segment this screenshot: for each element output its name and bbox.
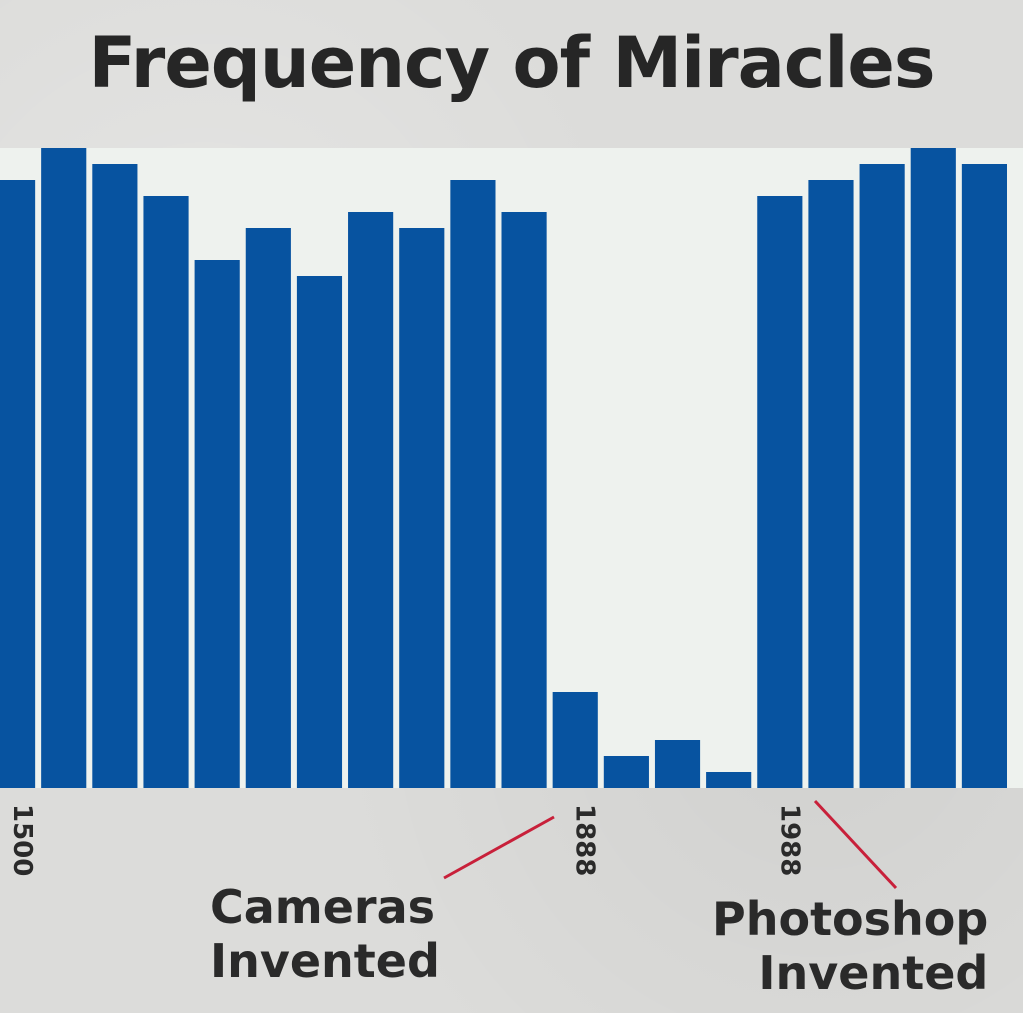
bar-2 [92, 164, 138, 788]
bar-8 [399, 228, 445, 788]
bar-3 [143, 196, 189, 788]
bar-16 [808, 180, 854, 788]
tick-label-1888: 1888 [570, 804, 600, 876]
chart-title: Frequency of Miracles [88, 22, 935, 104]
tick-labels-group: 1500 1888 1988 [7, 804, 804, 876]
bar-9 [450, 180, 496, 788]
bar-1 [41, 148, 87, 788]
bar-5 [245, 228, 291, 788]
annotation-line-photoshop [813, 799, 898, 890]
bar-0 [0, 180, 36, 788]
bar-4 [194, 260, 240, 788]
bar-14 [706, 772, 752, 788]
annotation-lines-group [443, 799, 898, 890]
bar-19 [961, 164, 1007, 788]
bar-17 [859, 164, 905, 788]
bar-6 [296, 276, 343, 788]
annotation-cameras-invented: Cameras Invented [210, 880, 440, 988]
annotation-line-cameras [443, 815, 555, 880]
bar-18 [910, 148, 956, 788]
annotation-cameras-line-1: Cameras [210, 880, 436, 934]
annotation-photoshop-invented: Photoshop Invented [712, 892, 988, 1000]
annotation-photoshop-line-2: Invented [758, 946, 989, 1000]
bar-15 [757, 196, 803, 788]
annotation-photoshop-line-1: Photoshop [712, 892, 989, 946]
tick-label-1500: 1500 [7, 804, 37, 876]
tick-label-1988: 1988 [774, 804, 804, 876]
annotation-cameras-line-2: Invented [210, 934, 440, 988]
bar-7 [348, 212, 394, 788]
bar-12 [603, 756, 649, 788]
bars-group [0, 148, 1007, 788]
bar-13 [654, 740, 701, 788]
bar-10 [501, 212, 547, 788]
bar-11 [552, 692, 598, 788]
